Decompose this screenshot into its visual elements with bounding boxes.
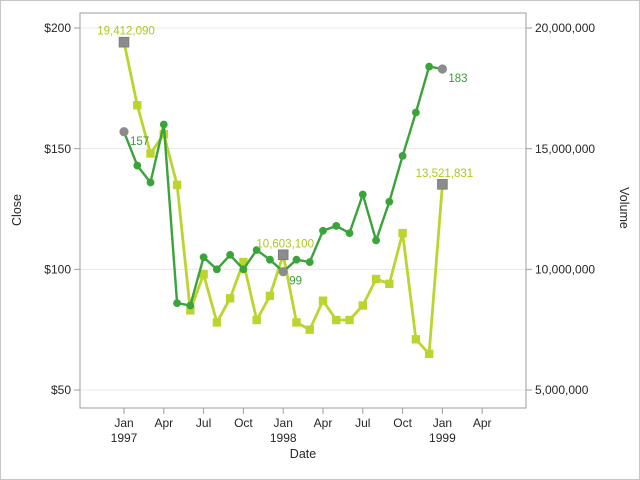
close-point [345, 229, 354, 238]
volume-point [385, 279, 394, 289]
y-right-axis-title: Volume [617, 187, 631, 229]
x-year-label: 1999 [429, 431, 456, 445]
close-point [266, 255, 274, 264]
volume-point [199, 269, 208, 279]
close-point [358, 190, 367, 199]
annotation-marker-square [437, 179, 448, 190]
close-point [212, 265, 221, 274]
y-left-tick-label: $50 [51, 383, 71, 397]
y-right-tick-label: 5,000,000 [535, 383, 589, 397]
x-tick-label: Oct [234, 416, 253, 430]
volume-point [358, 301, 368, 310]
x-tick-label: Oct [393, 416, 412, 430]
plot-frame [79, 12, 527, 409]
volume-point [225, 294, 235, 303]
close-point [292, 255, 301, 264]
volume-point [345, 315, 354, 325]
annotation-marker-circle [278, 267, 288, 277]
volume-point [292, 318, 301, 327]
y-left-tick-label: $100 [44, 263, 71, 277]
annotation-marker-circle [119, 127, 129, 137]
annotation-label: 10,603,100 [256, 238, 314, 250]
close-point [411, 108, 420, 117]
x-tick-label: Jan [114, 416, 133, 430]
close-point [332, 221, 341, 230]
annotation-marker-circle [437, 64, 448, 74]
volume-point [172, 180, 182, 190]
volume-point [305, 325, 314, 334]
close-point [226, 250, 235, 259]
close-point [252, 246, 261, 254]
volume-point [212, 318, 222, 327]
y-left-axis-title: Close [10, 194, 24, 226]
annotation-marker-square [118, 36, 130, 48]
annotation-label: 99 [289, 276, 302, 288]
annotation-marker-square [277, 249, 289, 261]
close-point [239, 265, 248, 274]
x-axis-title: Date [290, 447, 316, 461]
y-right-tick-label: 15,000,000 [535, 142, 595, 156]
y-left-tick-label: $200 [44, 21, 71, 35]
close-point [199, 253, 208, 262]
y-right-tick-label: 20,000,000 [535, 21, 595, 35]
volume-point [398, 228, 407, 238]
x-tick-label: Jul [196, 416, 211, 430]
volume-point [146, 149, 155, 158]
annotation-label: 19,412,090 [97, 26, 155, 38]
x-tick-label: Apr [154, 416, 173, 430]
x-tick-label: Jan [274, 416, 293, 430]
volume-point [252, 315, 261, 325]
close-point [146, 178, 155, 187]
close-point [398, 152, 407, 160]
volume-point [265, 291, 275, 301]
close-point [319, 226, 327, 235]
volume-point [239, 257, 248, 267]
x-year-label: 1998 [270, 431, 297, 445]
close-point [159, 120, 168, 129]
volume-point [424, 349, 434, 358]
close-point [305, 258, 314, 266]
x-tick-label: Jan [433, 416, 452, 430]
volume-point [371, 274, 381, 284]
close-point [425, 62, 434, 71]
close-point [385, 197, 394, 206]
x-tick-label: Apr [473, 416, 492, 430]
annotation-label: 157 [130, 136, 149, 148]
volume-point [411, 335, 421, 344]
close-point [133, 161, 142, 170]
y-left-tick-label: $150 [44, 142, 71, 156]
close-point [186, 301, 195, 310]
x-tick-label: Apr [314, 416, 333, 430]
annotation-label: 13,521,831 [416, 168, 474, 180]
volume-point [318, 296, 328, 305]
volume-point [186, 306, 195, 315]
volume-series-line [122, 40, 444, 356]
x-tick-label: Jul [355, 416, 370, 430]
volume-point [332, 315, 341, 325]
annotation-label: 183 [448, 73, 467, 85]
y-right-tick-label: 10,000,000 [535, 263, 595, 277]
close-point [372, 236, 380, 245]
volume-point [133, 101, 142, 110]
x-year-label: 1997 [111, 431, 138, 445]
close-point [173, 299, 181, 308]
